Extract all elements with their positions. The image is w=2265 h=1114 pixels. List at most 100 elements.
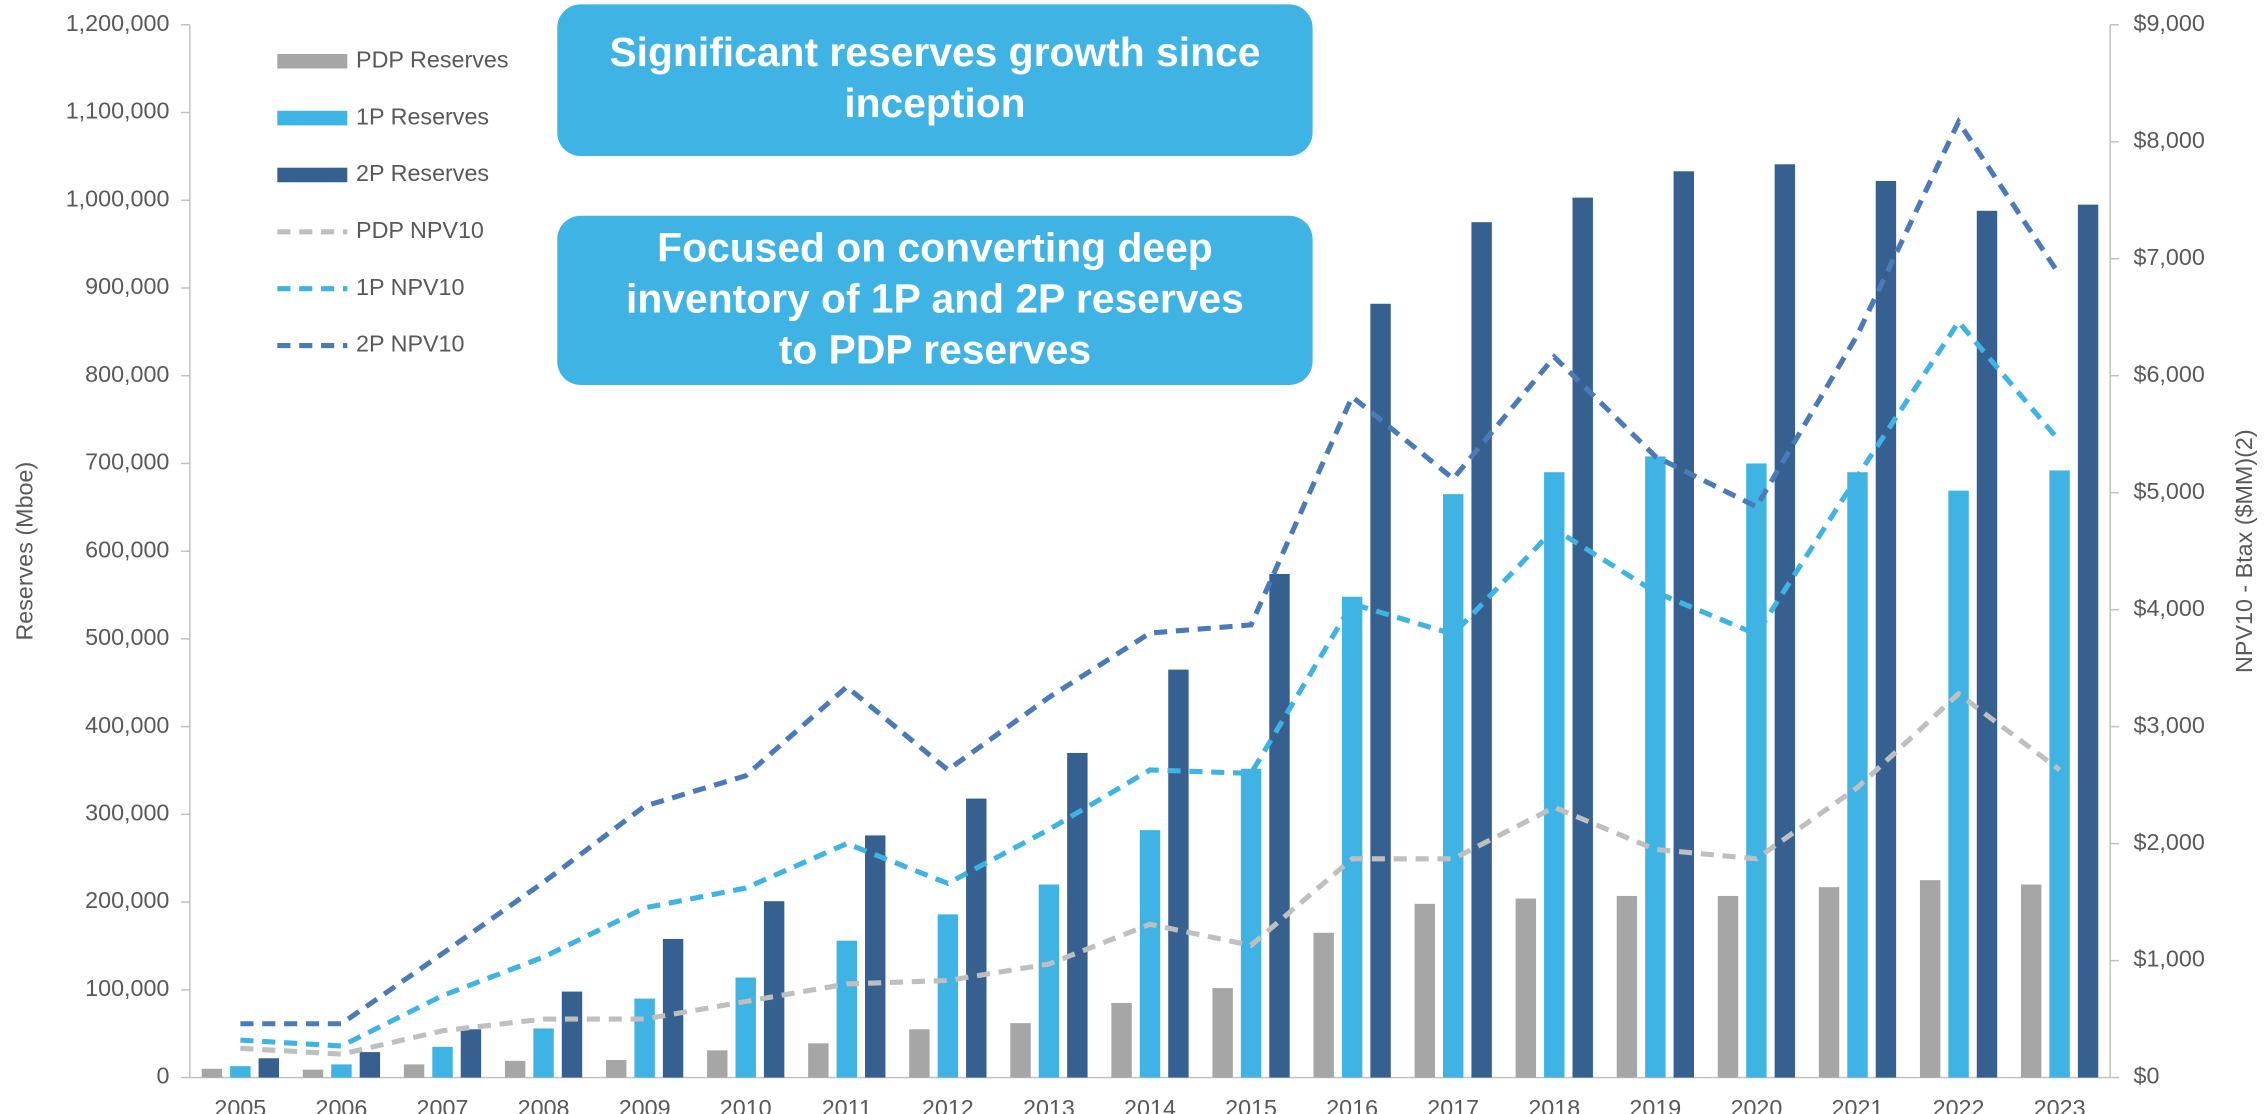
y2-tick-label: $8,000 bbox=[2133, 127, 2204, 153]
bar bbox=[1168, 669, 1189, 1078]
bar bbox=[230, 1066, 251, 1078]
y2-tick-label: $0 bbox=[2133, 1063, 2159, 1089]
bar bbox=[1746, 463, 1767, 1078]
bar bbox=[432, 1046, 453, 1078]
bar bbox=[662, 938, 684, 1078]
bar bbox=[1645, 456, 1666, 1078]
annotation-text: inception bbox=[844, 80, 1025, 126]
y-axis-label: Reserves (Mboe) bbox=[12, 462, 38, 641]
y2-tick-label: $9,000 bbox=[2133, 10, 2204, 36]
bar bbox=[403, 1064, 425, 1078]
y-tick-label: 600,000 bbox=[85, 536, 169, 562]
x-tick-label: 2009 bbox=[619, 1095, 671, 1114]
bar bbox=[331, 1064, 352, 1078]
x-tick-label: 2006 bbox=[315, 1095, 367, 1114]
legend-label: 2P Reserves bbox=[356, 160, 489, 186]
bar bbox=[504, 1060, 526, 1078]
bar bbox=[359, 1052, 381, 1078]
y2-tick-label: $3,000 bbox=[2133, 712, 2204, 738]
bar bbox=[2020, 884, 2042, 1078]
bar bbox=[1673, 171, 1694, 1078]
bar bbox=[1111, 1002, 1132, 1078]
annotation-text: inventory of 1P and 2P reserves bbox=[626, 276, 1244, 322]
y2-tick-label: $7,000 bbox=[2133, 244, 2204, 270]
bar bbox=[634, 998, 655, 1078]
bar bbox=[836, 940, 857, 1078]
bar bbox=[1139, 830, 1161, 1078]
x-tick-label: 2014 bbox=[1124, 1095, 1176, 1114]
x-tick-label: 2010 bbox=[720, 1095, 772, 1114]
x-tick-label: 2023 bbox=[2034, 1095, 2086, 1114]
x-tick-label: 2005 bbox=[214, 1095, 266, 1114]
y-tick-label: 700,000 bbox=[85, 449, 169, 475]
npv-line bbox=[240, 690, 2062, 1057]
bar bbox=[1010, 1023, 1031, 1078]
bar bbox=[1370, 303, 1391, 1078]
bar bbox=[1269, 573, 1290, 1078]
bar bbox=[1875, 180, 1897, 1078]
bar bbox=[1443, 494, 1464, 1078]
x-tick-label: 2017 bbox=[1427, 1095, 1479, 1114]
y-tick-label: 100,000 bbox=[85, 975, 169, 1001]
x-tick-label: 2015 bbox=[1225, 1095, 1277, 1114]
y2-axis-label: NPV10 - Btax ($MM)(2) bbox=[2231, 429, 2257, 673]
y2-tick-label: $5,000 bbox=[2133, 478, 2204, 504]
bar bbox=[2077, 204, 2099, 1078]
bar bbox=[966, 798, 987, 1078]
annotation-text: to PDP reserves bbox=[779, 327, 1091, 373]
bar bbox=[1847, 472, 1868, 1078]
y-tick-label: 400,000 bbox=[85, 712, 169, 738]
bar bbox=[1544, 472, 1565, 1078]
legend-label: PDP Reserves bbox=[356, 46, 508, 72]
x-tick-label: 2022 bbox=[1933, 1095, 1985, 1114]
bar bbox=[909, 1029, 930, 1078]
bar bbox=[1572, 197, 1593, 1078]
x-tick-label: 2019 bbox=[1629, 1095, 1681, 1114]
bar bbox=[1919, 880, 1941, 1078]
bar bbox=[1616, 895, 1638, 1078]
legend-label: 1P Reserves bbox=[356, 103, 489, 129]
legend-label: 2P NPV10 bbox=[356, 331, 464, 357]
bar bbox=[1774, 164, 1796, 1078]
legend-swatch bbox=[277, 110, 348, 126]
x-tick-label: 2021 bbox=[1832, 1095, 1884, 1114]
bar bbox=[258, 1058, 280, 1078]
x-tick-label: 2008 bbox=[518, 1095, 570, 1114]
bar bbox=[1471, 222, 1492, 1078]
annotation-text: Focused on converting deep bbox=[657, 225, 1213, 271]
bar bbox=[533, 1028, 554, 1078]
bar bbox=[2049, 470, 2070, 1078]
annotation-box bbox=[557, 215, 1313, 385]
y2-tick-label: $6,000 bbox=[2133, 361, 2204, 387]
npv-line bbox=[240, 317, 2062, 1049]
y2-tick-label: $2,000 bbox=[2133, 829, 2204, 855]
bar bbox=[1515, 898, 1537, 1078]
y-tick-label: 0 bbox=[156, 1063, 169, 1089]
legend-swatch bbox=[277, 53, 348, 69]
x-tick-label: 2007 bbox=[417, 1095, 469, 1114]
bar bbox=[201, 1068, 223, 1078]
bar bbox=[1976, 210, 1998, 1078]
annotation-text: Significant reserves growth since bbox=[609, 29, 1260, 75]
bar bbox=[460, 1029, 482, 1078]
x-tick-label: 2011 bbox=[822, 1095, 872, 1114]
bar bbox=[865, 835, 886, 1078]
bar bbox=[561, 991, 583, 1078]
x-tick-label: 2013 bbox=[1023, 1095, 1075, 1114]
bar bbox=[1038, 884, 1060, 1078]
bar bbox=[1067, 752, 1088, 1078]
legend-label: 1P NPV10 bbox=[356, 274, 464, 300]
bar bbox=[1212, 988, 1233, 1078]
bar bbox=[1948, 490, 1969, 1078]
bar bbox=[808, 1043, 829, 1078]
bar bbox=[302, 1069, 324, 1078]
legend-swatch bbox=[277, 167, 348, 183]
y-tick-label: 300,000 bbox=[85, 800, 169, 826]
x-tick-label: 2016 bbox=[1326, 1095, 1378, 1114]
bar bbox=[763, 901, 785, 1078]
y-tick-label: 1,200,000 bbox=[66, 10, 170, 36]
y-tick-label: 900,000 bbox=[85, 273, 169, 299]
bar bbox=[1341, 596, 1363, 1078]
bar bbox=[707, 1050, 728, 1078]
